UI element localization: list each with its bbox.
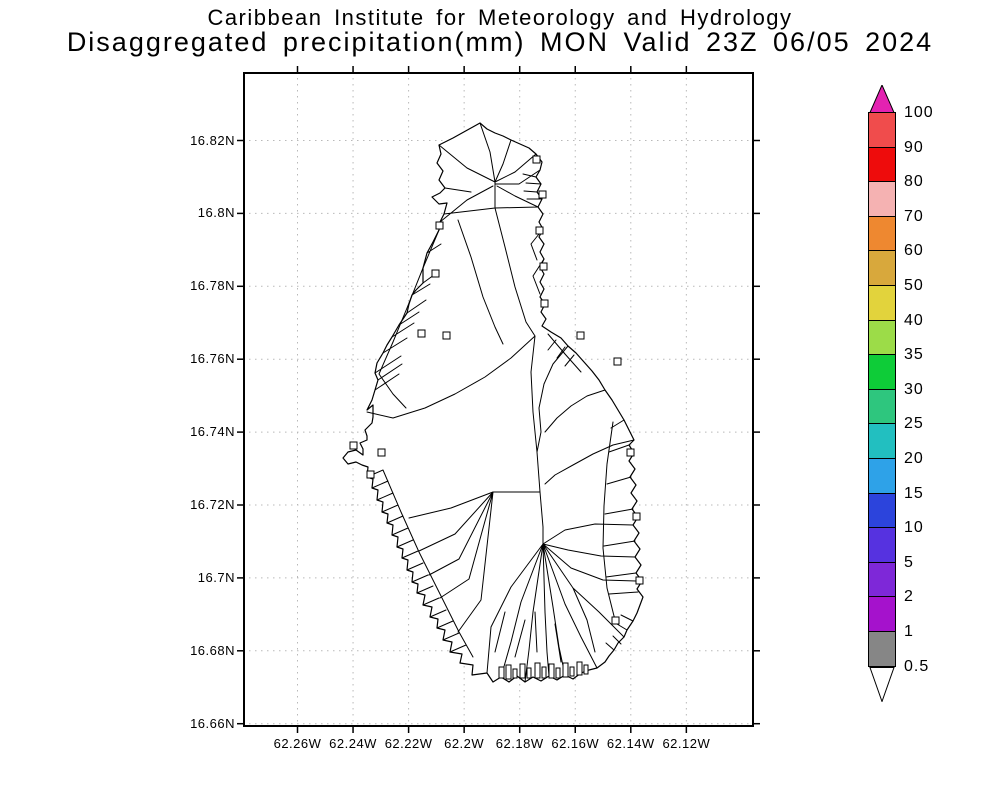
colorbar-segments [868, 112, 896, 667]
colorbar-label: 50 [904, 277, 924, 294]
map-frame [243, 72, 754, 727]
y-tick-label: 16.76N [190, 351, 235, 367]
colorbar-segment [868, 284, 896, 321]
colorbar-segment [868, 215, 896, 252]
colorbar-label: 15 [904, 484, 924, 502]
colorbar-label: 5 [904, 553, 914, 571]
colorbar-segment [868, 181, 896, 217]
colorbar-label: 25 [904, 415, 924, 433]
x-tick-label: 62.22W [384, 736, 433, 751]
island-outline [342, 122, 644, 683]
colorbar-segment [868, 354, 896, 390]
watershed-lines-southwest [366, 469, 494, 658]
colorbar-label-bottom: 0.5 [904, 657, 930, 675]
colorbar-segment [868, 457, 896, 494]
colorbar-segment [868, 423, 896, 459]
colorbar-segment [868, 596, 896, 632]
watershed-lines-north [438, 122, 543, 223]
y-tick-label: 16.78N [190, 278, 235, 294]
title-line-2: Disaggregated precipitation(mm) MON Vali… [66, 27, 934, 57]
colorbar: 100 90 80 70 60 50 40 35 30 25 20 15 10 5 2 1 0.5 [868, 85, 933, 702]
colorbar-segment [868, 630, 896, 667]
y-tick-label: 16.8N [197, 205, 235, 221]
colorbar-label: 30 [904, 380, 924, 398]
y-tick-label: 16.72N [190, 497, 235, 512]
y-tick-label: 16.66N [190, 715, 235, 731]
colorbar-segment [868, 146, 896, 183]
colorbar-label: 100 [904, 104, 934, 121]
colorbar-segment [868, 527, 896, 563]
watershed-lines-center [366, 207, 635, 545]
x-tick-label: 62.24W [329, 736, 377, 751]
south-coast-comb [498, 661, 589, 680]
colorbar-label: 70 [904, 207, 924, 225]
colorbar-label: 35 [904, 346, 924, 364]
colorbar-segment [868, 561, 896, 598]
axis-ticks [237, 66, 760, 733]
colorbar-label: 20 [904, 450, 924, 467]
x-tick-label: 62.2W [444, 736, 485, 751]
colorbar-label: 80 [904, 173, 924, 191]
colorbar-top-arrow-icon [869, 85, 895, 113]
x-tick-label: 62.18W [495, 736, 544, 751]
y-tick-label: 16.74N [190, 424, 235, 440]
y-tick-label: 16.82N [190, 132, 235, 148]
colorbar-label: 90 [904, 138, 924, 156]
colorbar-segment [868, 388, 896, 425]
colorbar-segment [868, 319, 896, 356]
colorbar-label: 10 [904, 519, 924, 537]
island-watershed-map [342, 122, 644, 683]
x-tick-label: 62.12W [662, 736, 711, 751]
colorbar-bottom-arrow-icon [869, 666, 895, 702]
colorbar-segment [868, 112, 896, 148]
y-tick-label: 16.68N [190, 642, 235, 658]
colorbar-label: 2 [904, 588, 914, 606]
watershed-lines-south-radial [486, 523, 637, 683]
watershed-lines-east [602, 419, 639, 651]
colorbar-segment [868, 492, 896, 529]
title-line-1: Caribbean Institute for Meteorology and … [207, 5, 793, 30]
map-canvas [237, 66, 760, 733]
y-tick-label: 16.7N [197, 569, 235, 585]
x-tick-label: 62.26W [273, 736, 322, 751]
x-tick-label: 62.16W [551, 736, 600, 751]
colorbar-label: 1 [904, 623, 914, 640]
x-tick-label: 62.14W [606, 736, 655, 751]
colorbar-label: 40 [904, 311, 924, 329]
colorbar-segment [868, 250, 896, 286]
coast-marker-squares [349, 155, 644, 625]
colorbar-label: 60 [904, 242, 924, 260]
